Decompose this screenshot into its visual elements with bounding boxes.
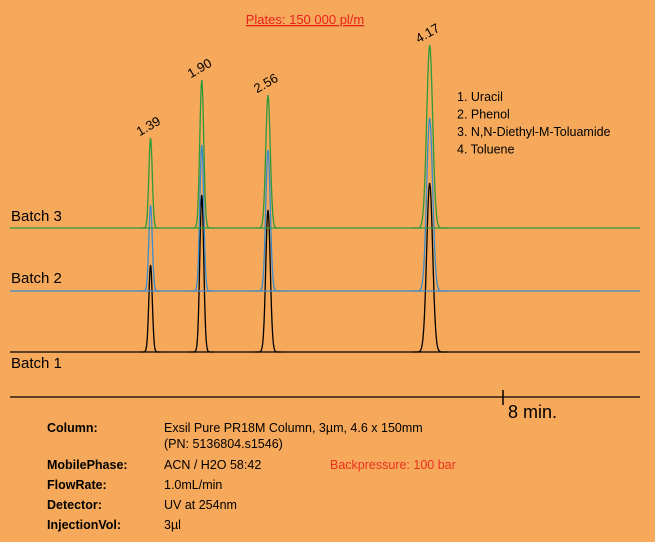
peak [254,94,282,229]
peak [140,204,161,292]
info-value: UV at 254nm [164,498,237,512]
peak [140,264,161,353]
peak [411,117,448,292]
info-value: 1.0mL/min [164,478,222,492]
info-value: Exsil Pure PR18M Column, 3µm, 4.6 x 150m… [164,421,423,435]
compound-label: 4. Toluene [457,143,515,157]
info-value: (PN: 5136804.s1546) [164,437,283,451]
peak [190,194,214,353]
compound-label: 3. N,N-Diethyl-M-Toluamide [457,125,611,139]
info-value: 3µl [164,518,181,532]
series-label: Batch 2 [11,270,62,287]
series-label: Batch 3 [11,208,62,225]
series-label: Batch 1 [11,355,62,372]
compound-label: 2. Phenol [457,108,510,122]
info-label: MobilePhase: [47,458,128,472]
peak [254,149,282,292]
info-label: Detector: [47,498,102,512]
peak [190,79,214,229]
peak [190,144,214,292]
compound-label: 1. Uracil [457,90,503,104]
info-note: Backpressure: 100 bar [330,458,456,472]
peak [411,44,448,229]
chart-title: Plates: 150 000 pl/m [246,12,365,27]
info-label: Column: [47,421,98,435]
x-axis-label: 8 min. [508,402,557,422]
info-value: ACN / H2O 58:42 [164,458,261,472]
peak [411,182,448,353]
info-label: InjectionVol: [47,518,121,532]
peak [254,209,282,353]
info-label: FlowRate: [47,478,107,492]
peak [140,137,161,229]
